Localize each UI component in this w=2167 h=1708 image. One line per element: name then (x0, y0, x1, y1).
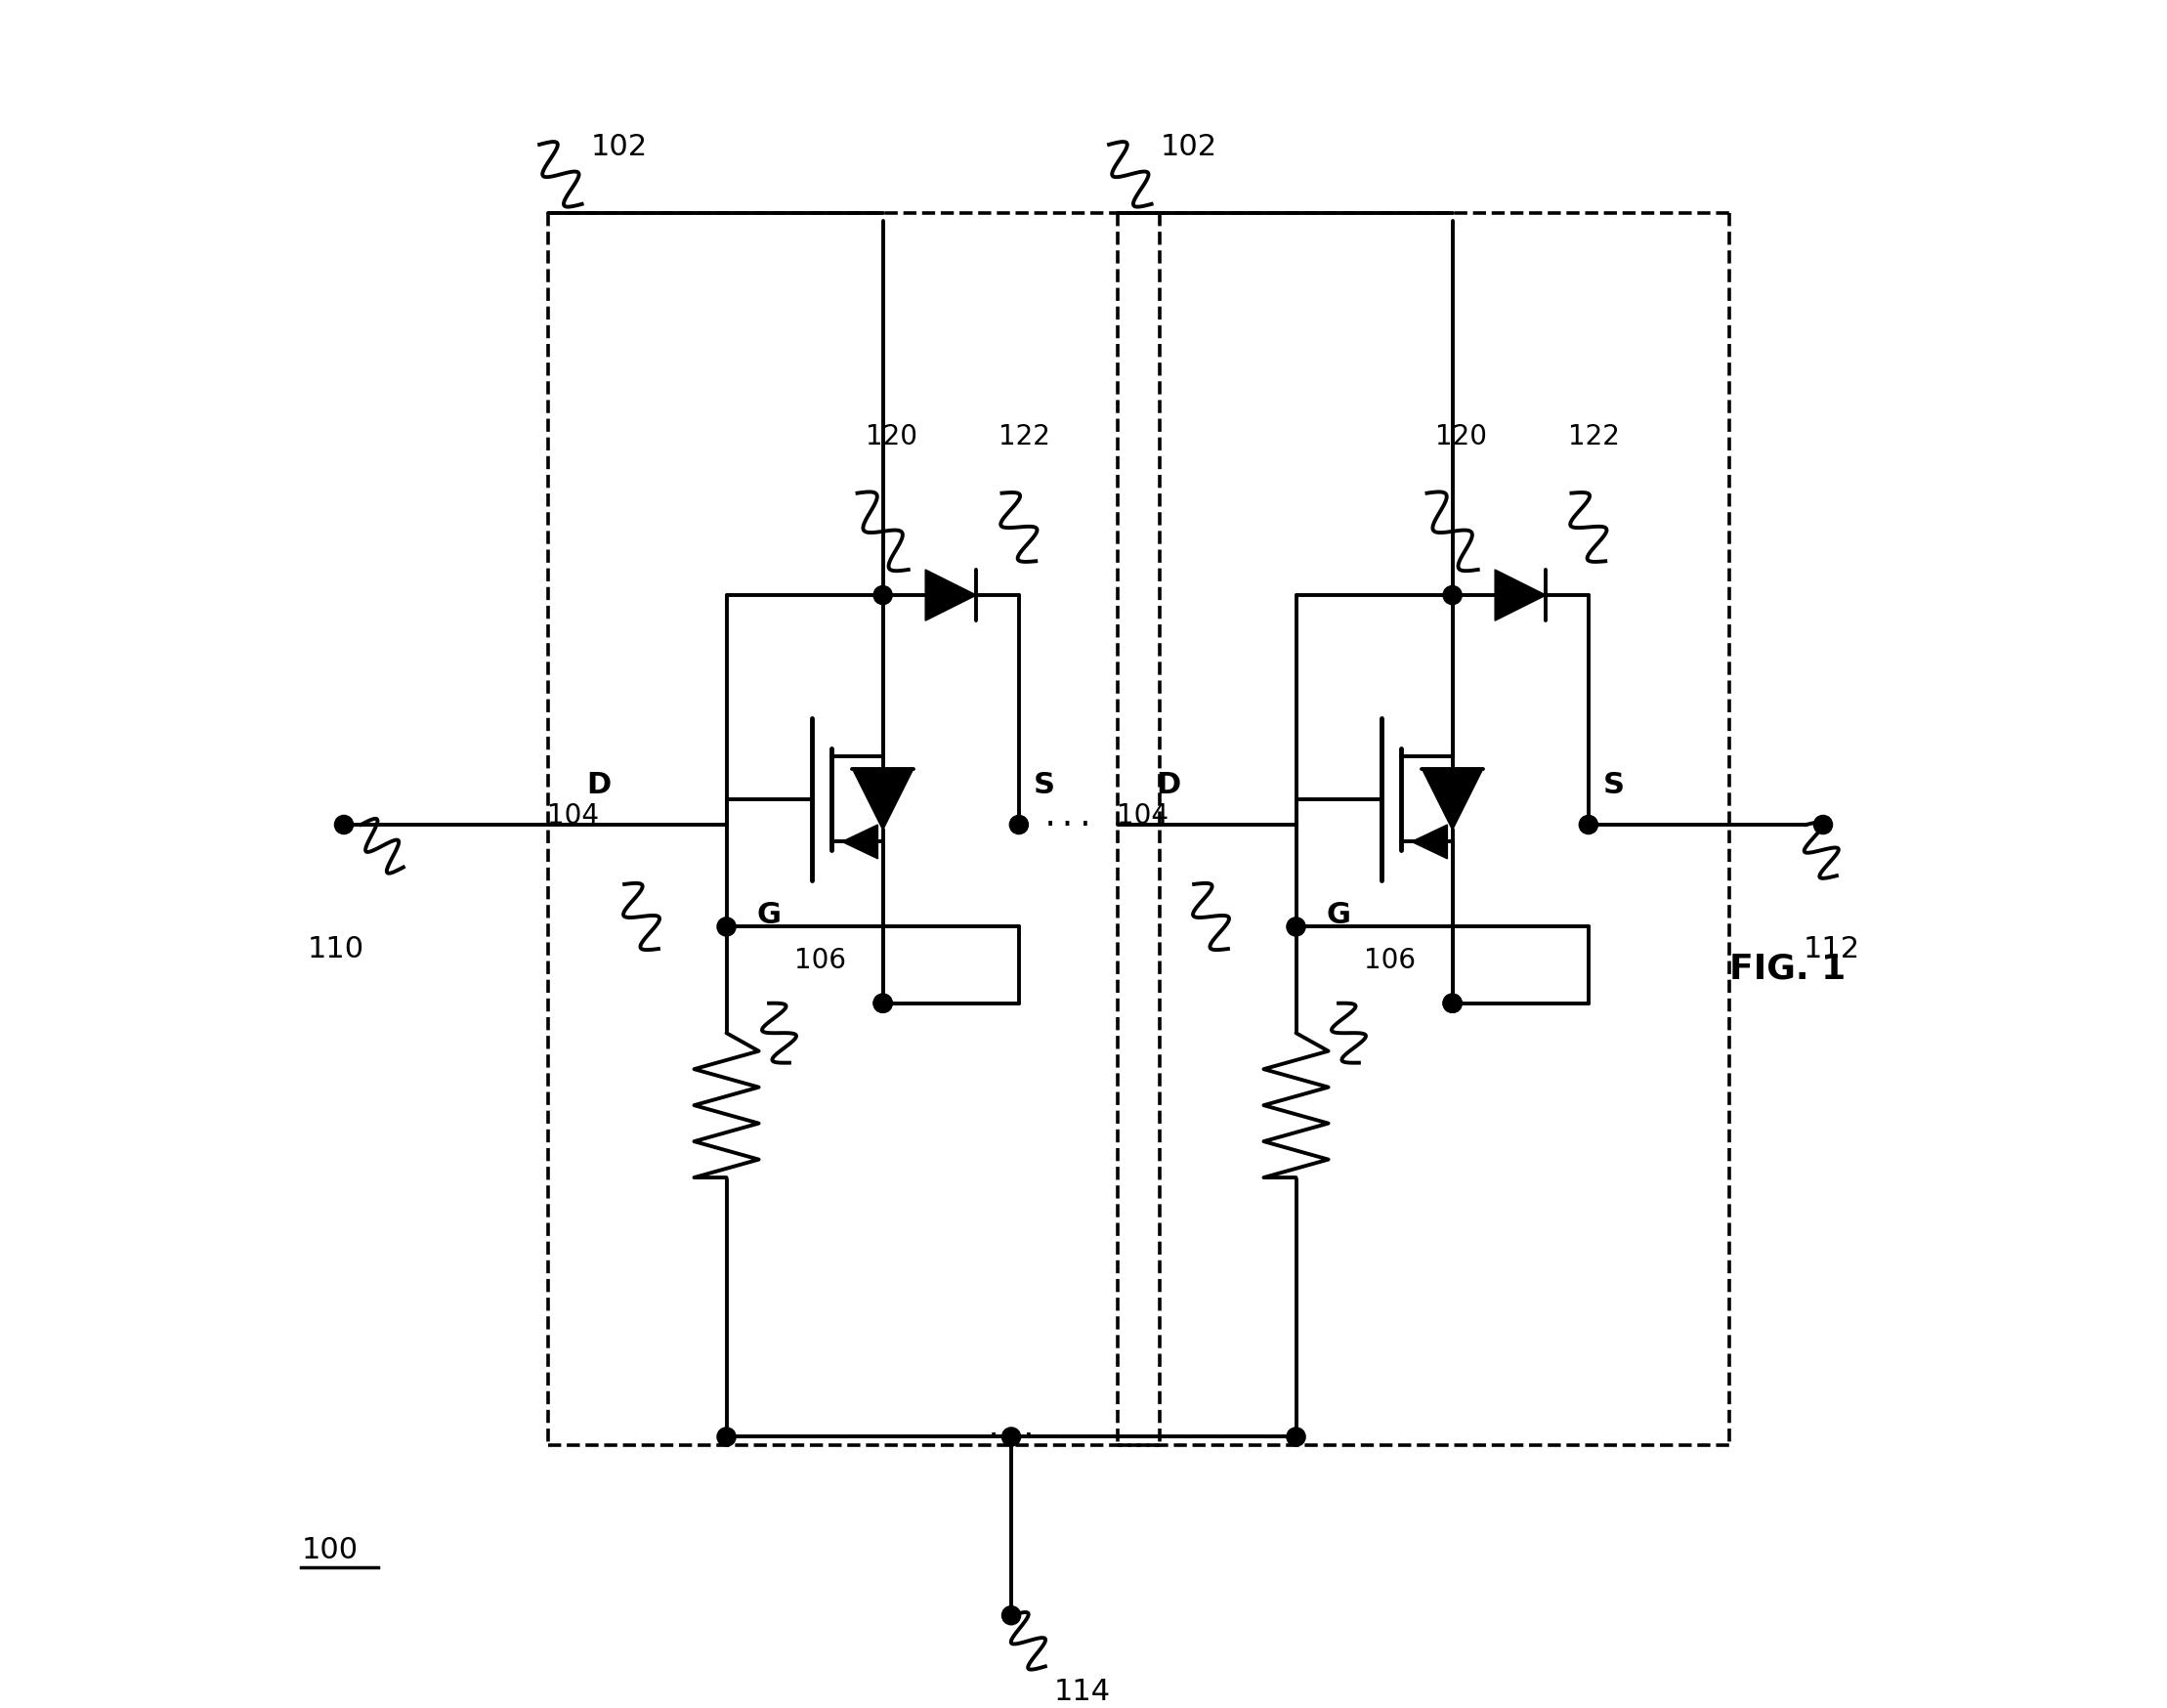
Text: 100: 100 (301, 1535, 358, 1565)
Circle shape (1443, 994, 1463, 1013)
Text: 120: 120 (1435, 424, 1487, 451)
Circle shape (334, 815, 353, 834)
Polygon shape (843, 825, 878, 859)
Circle shape (873, 994, 893, 1013)
Text: 112: 112 (1803, 936, 1859, 963)
Circle shape (1580, 815, 1597, 834)
Circle shape (717, 1428, 737, 1447)
Text: 122: 122 (1569, 424, 1619, 451)
Text: 120: 120 (867, 424, 917, 451)
Polygon shape (1411, 825, 1448, 859)
Text: S: S (1034, 770, 1055, 799)
Text: 106: 106 (795, 946, 847, 974)
Text: G: G (756, 902, 780, 929)
Text: 102: 102 (1159, 133, 1218, 162)
Polygon shape (852, 769, 914, 830)
Circle shape (1287, 917, 1305, 936)
Text: 102: 102 (589, 133, 648, 162)
Polygon shape (925, 570, 977, 620)
Circle shape (1001, 1428, 1021, 1447)
Text: G: G (1326, 902, 1350, 929)
Circle shape (873, 586, 893, 605)
Circle shape (1443, 994, 1463, 1013)
Polygon shape (1422, 769, 1482, 830)
Text: 104: 104 (546, 803, 598, 830)
Polygon shape (1495, 570, 1545, 620)
Text: 122: 122 (999, 424, 1051, 451)
Text: 106: 106 (1363, 946, 1415, 974)
Circle shape (1010, 815, 1029, 834)
Circle shape (717, 917, 737, 936)
Circle shape (1001, 1606, 1021, 1624)
Text: D: D (587, 770, 611, 799)
Text: FIG. 1: FIG. 1 (1729, 953, 1846, 986)
Text: D: D (1157, 770, 1181, 799)
Text: ···: ··· (1042, 811, 1094, 839)
Text: ···: ··· (984, 1423, 1038, 1452)
Circle shape (1287, 1428, 1305, 1447)
Text: 114: 114 (1053, 1677, 1110, 1706)
Text: 104: 104 (1116, 803, 1168, 830)
Circle shape (873, 994, 893, 1013)
Text: S: S (1604, 770, 1625, 799)
Circle shape (1814, 815, 1833, 834)
Circle shape (1443, 586, 1463, 605)
Text: 110: 110 (308, 936, 364, 963)
